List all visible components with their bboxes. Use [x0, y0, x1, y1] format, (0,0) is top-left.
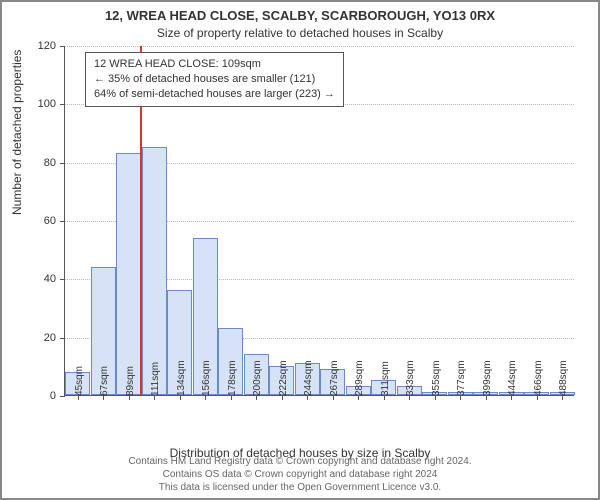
xtick-label: 45sqm [74, 366, 85, 396]
xtick-label: 89sqm [125, 366, 136, 396]
chart-title-sub: Size of property relative to detached ho… [2, 26, 598, 40]
ytick-label: 20 [26, 332, 56, 344]
callout-box: 12 WREA HEAD CLOSE: 109sqm← 35% of detac… [85, 52, 344, 107]
xtick-label: 355sqm [431, 360, 442, 396]
xtick-label: 244sqm [303, 360, 314, 396]
ytick-mark [60, 104, 65, 105]
xtick-label: 466sqm [533, 360, 544, 396]
plot-area: 45sqm 67sqm 89sqm 111sqm 134sqm 156sqm 178sqm 2… [64, 46, 574, 396]
chart-container: 12, WREA HEAD CLOSE, SCALBY, SCARBOROUGH… [0, 0, 600, 500]
ytick-label: 40 [26, 273, 56, 285]
ytick-label: 120 [26, 40, 56, 52]
xtick-label: 399sqm [482, 360, 493, 396]
callout-line-3: 64% of semi-detached houses are larger (… [94, 87, 335, 102]
callout-line-1: 12 WREA HEAD CLOSE: 109sqm [94, 57, 335, 72]
footer-line-2: Contains OS data © Crown copyright and d… [2, 468, 598, 481]
ytick-mark [60, 338, 65, 339]
xtick-label: 178sqm [227, 360, 238, 396]
histogram-bar [116, 153, 141, 395]
histogram-bar [142, 147, 167, 395]
ytick-label: 60 [26, 215, 56, 227]
ytick-label: 0 [26, 390, 56, 402]
xtick-label: 311sqm [380, 361, 391, 396]
xtick-label: 67sqm [99, 366, 110, 396]
xtick-label: 200sqm [252, 360, 263, 396]
footer-line-3: This data is licensed under the Open Gov… [2, 481, 598, 494]
xtick-label: 289sqm [354, 360, 365, 396]
ytick-mark [60, 46, 65, 47]
footer-attribution: Contains HM Land Registry data © Crown c… [2, 455, 598, 494]
ytick-mark [60, 163, 65, 164]
xtick-label: 156sqm [201, 360, 212, 396]
xtick-label: 444sqm [507, 360, 518, 396]
ytick-label: 100 [26, 98, 56, 110]
xtick-label: 134sqm [176, 360, 187, 396]
footer-line-1: Contains HM Land Registry data © Crown c… [2, 455, 598, 468]
xtick-label: 333sqm [405, 360, 416, 396]
xtick-label: 267sqm [329, 360, 340, 396]
xtick-label: 488sqm [558, 360, 569, 396]
y-axis-label: Number of detached properties [10, 50, 24, 215]
ytick-mark [60, 221, 65, 222]
ytick-mark [60, 279, 65, 280]
xtick-label: 377sqm [456, 360, 467, 396]
xtick-label: 111sqm [150, 362, 161, 396]
chart-title-main: 12, WREA HEAD CLOSE, SCALBY, SCARBOROUGH… [2, 8, 598, 23]
callout-line-2: ← 35% of detached houses are smaller (12… [94, 72, 335, 87]
ytick-label: 80 [26, 157, 56, 169]
ytick-mark [60, 396, 65, 397]
xtick-label: 222sqm [278, 360, 289, 396]
